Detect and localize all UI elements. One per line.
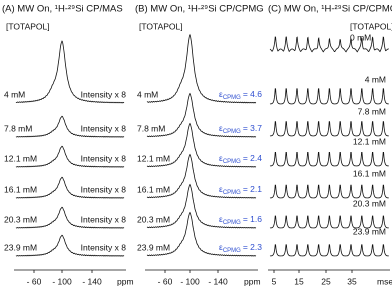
panel-title: (C) MW On, ¹H-²⁹Si CP/CPMG FIDs: [268, 4, 392, 15]
epsilon: ε: [219, 153, 223, 163]
spectrum: [15, 145, 125, 168]
epsilon: ε: [219, 242, 223, 252]
panel-title: (B) MW On, ¹H-²⁹Si CP/CPMG: [135, 4, 264, 15]
sample-label: [TOTAPOL]: [350, 21, 392, 31]
spectrum: [146, 33, 257, 104]
concentration-label: 4 mM: [4, 89, 25, 99]
epsilon: ε: [219, 123, 223, 133]
fid-trace: [269, 36, 389, 53]
spectrum: [146, 211, 257, 257]
concentration-label: 16.1 mM: [353, 168, 386, 178]
enhancement-value: = 3.7: [243, 123, 262, 133]
spectrum: [15, 234, 125, 257]
intensity-label: Intensity x 8: [81, 242, 127, 252]
x-unit: msec: [377, 276, 392, 286]
concentration-label: 23.9 mM: [137, 242, 170, 252]
x-tick-label: - 140: [82, 276, 102, 286]
sample-label: [TOTAPOL]: [139, 21, 183, 31]
fid-trace: [269, 184, 389, 199]
epsilon: ε: [219, 214, 223, 224]
epsilon-subscript: CPMG: [223, 220, 241, 226]
enhancement-value: = 1.6: [243, 214, 262, 224]
intensity-label: Intensity x 8: [81, 214, 127, 224]
concentration-label: 12.1 mM: [353, 136, 386, 146]
concentration-label: 16.1 mM: [4, 184, 37, 194]
enhancement-value: = 2.1: [243, 184, 262, 194]
enhancement-value: = 2.3: [243, 242, 262, 252]
concentration-label: 20.3 mM: [137, 214, 170, 224]
epsilon-subscript: CPMG: [223, 248, 241, 254]
concentration-label: 23.9 mM: [4, 242, 37, 252]
concentration-label: 20.3 mM: [353, 198, 386, 208]
spectrum: [15, 206, 125, 229]
x-tick-label: - 60: [27, 276, 42, 286]
x-tick-label: 35: [347, 276, 357, 286]
sample-label: [TOTAPOL]: [6, 21, 50, 31]
x-tick-label: - 140: [208, 276, 228, 286]
x-tick-label: 15: [294, 276, 304, 286]
spectrum: [146, 92, 257, 138]
spectrum: [146, 122, 257, 168]
x-unit: ppm: [244, 276, 261, 286]
enhancement-label: εCPMG = 1.6: [219, 214, 262, 225]
concentration-label: 20.3 mM: [4, 214, 37, 224]
epsilon-subscript: CPMG: [223, 95, 241, 101]
epsilon: ε: [219, 184, 223, 194]
x-tick-label: - 100: [52, 276, 72, 286]
spectrum: [146, 153, 257, 199]
intensity-label: Intensity x 8: [81, 184, 127, 194]
concentration-label: 7.8 mM: [137, 123, 165, 133]
epsilon: ε: [219, 89, 223, 99]
spectrum: [15, 115, 125, 138]
fid-trace: [269, 152, 389, 167]
epsilon-subscript: CPMG: [223, 129, 241, 135]
spectrum: [15, 176, 125, 199]
enhancement-label: εCPMG = 2.3: [219, 242, 262, 253]
epsilon-subscript: CPMG: [223, 190, 241, 196]
concentration-label: 16.1 mM: [137, 184, 170, 194]
epsilon-subscript: CPMG: [223, 159, 241, 165]
intensity-label: Intensity x 8: [81, 123, 127, 133]
concentration-label: 23.9 mM: [353, 226, 386, 236]
fid-trace: [269, 244, 389, 257]
enhancement-label: εCPMG = 4.6: [219, 89, 262, 100]
concentration-label: 12.1 mM: [4, 153, 37, 163]
x-tick-label: - 100: [180, 276, 200, 286]
intensity-label: Intensity x 8: [81, 89, 127, 99]
x-tick-label: 5: [272, 276, 277, 286]
enhancement-value: = 4.6: [243, 89, 262, 99]
fid-trace: [269, 88, 389, 105]
enhancement-value: = 2.4: [243, 153, 262, 163]
concentration-label: 4 mM: [365, 74, 386, 84]
enhancement-label: εCPMG = 2.4: [219, 153, 262, 164]
enhancement-label: εCPMG = 3.7: [219, 123, 262, 134]
intensity-label: Intensity x 8: [81, 153, 127, 163]
panel-title: (A) MW On, ¹H-²⁹Si CP/MAS: [2, 4, 123, 15]
enhancement-label: εCPMG = 2.1: [219, 184, 262, 195]
x-tick-label: - 60: [158, 276, 173, 286]
concentration-label: 4 mM: [137, 89, 158, 99]
concentration-label: 7.8 mM: [4, 123, 32, 133]
spectrum: [146, 183, 257, 229]
fid-trace: [269, 121, 389, 137]
x-unit: ppm: [117, 276, 134, 286]
spectrum: [15, 40, 125, 104]
fid-trace: [269, 215, 389, 229]
x-tick-label: 25: [321, 276, 331, 286]
concentration-label: 12.1 mM: [137, 153, 170, 163]
concentration-label: 7.8 mM: [358, 106, 386, 116]
concentration-label: 0 mM: [350, 32, 371, 42]
